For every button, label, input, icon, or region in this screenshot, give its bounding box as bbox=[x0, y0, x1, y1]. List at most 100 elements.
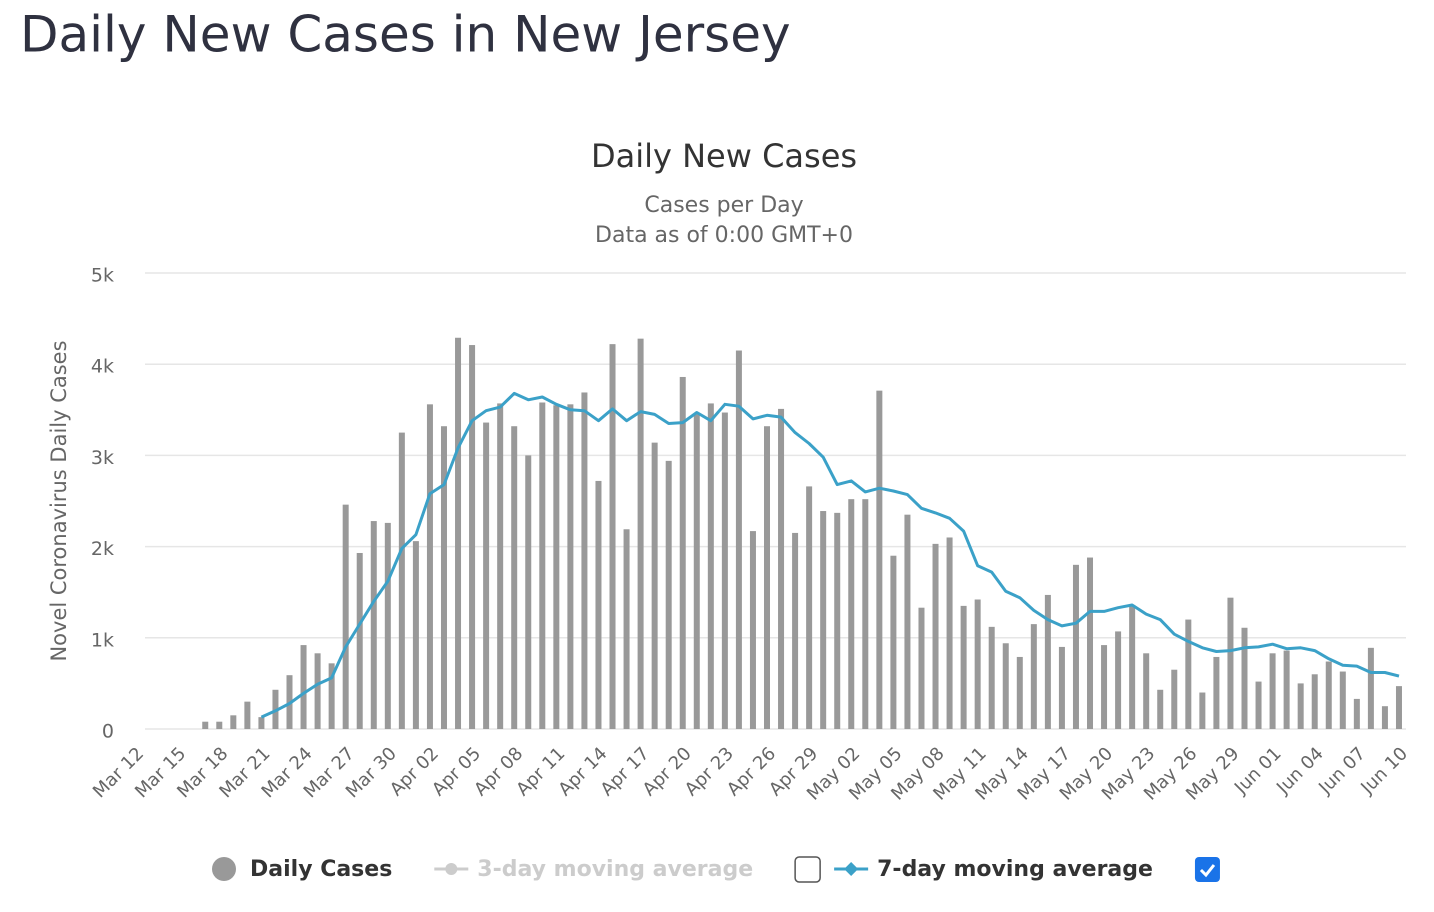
bar bbox=[567, 404, 574, 729]
chart-subtitle: Data as of 0:00 GMT+0 bbox=[595, 223, 853, 248]
bar bbox=[342, 504, 349, 729]
bar bbox=[1213, 656, 1220, 729]
legend-symbol bbox=[844, 862, 859, 876]
x-tick-label: Jun 10 bbox=[1356, 743, 1412, 799]
bar bbox=[1016, 656, 1023, 729]
bar bbox=[300, 645, 307, 729]
bar bbox=[1297, 683, 1304, 729]
line bbox=[260, 391, 1400, 719]
checkbox-check bbox=[1199, 864, 1216, 878]
bar bbox=[1143, 653, 1150, 729]
bar bbox=[749, 531, 756, 729]
bar bbox=[511, 426, 518, 729]
bar bbox=[1101, 645, 1108, 729]
bar bbox=[974, 599, 981, 729]
bar bbox=[1058, 646, 1065, 729]
chart-subtitle: Cases per Day bbox=[644, 193, 803, 218]
bar bbox=[693, 414, 700, 729]
bar bbox=[1171, 669, 1178, 729]
y-tick-label: 5k bbox=[91, 265, 114, 287]
bar bbox=[1367, 647, 1374, 729]
bar bbox=[651, 442, 658, 729]
chart-title: Daily New Cases bbox=[591, 137, 857, 175]
bar bbox=[764, 426, 770, 729]
bar bbox=[721, 412, 728, 729]
bar bbox=[202, 721, 209, 729]
bar bbox=[1311, 674, 1318, 729]
bar bbox=[426, 404, 433, 729]
bar bbox=[244, 701, 251, 729]
y-tick-label: 3k bbox=[91, 447, 114, 469]
bar bbox=[581, 392, 588, 729]
bar bbox=[1381, 706, 1388, 729]
bar bbox=[946, 537, 953, 729]
bar bbox=[932, 543, 939, 729]
bar bbox=[904, 514, 911, 729]
y-tick-label: 2k bbox=[91, 538, 114, 560]
bar bbox=[1044, 594, 1051, 729]
bar bbox=[497, 403, 504, 729]
bar bbox=[469, 345, 476, 729]
bar bbox=[1087, 557, 1094, 729]
x-tick-label: Jun 01 bbox=[1230, 743, 1286, 799]
bar bbox=[216, 721, 223, 729]
legend-label: 3-day moving average bbox=[477, 857, 753, 882]
y-tick-label: 0 bbox=[102, 721, 114, 743]
bar bbox=[1395, 686, 1402, 729]
bar bbox=[1185, 619, 1192, 729]
bar bbox=[356, 552, 363, 729]
bar bbox=[679, 376, 686, 729]
bar bbox=[1199, 692, 1206, 729]
bar bbox=[1283, 650, 1290, 729]
bar bbox=[876, 390, 883, 729]
bar bbox=[525, 455, 532, 729]
checkbox[interactable] bbox=[794, 856, 821, 883]
bar bbox=[398, 432, 405, 729]
bar bbox=[834, 512, 841, 729]
bar bbox=[637, 338, 644, 729]
bar bbox=[539, 402, 546, 729]
bar bbox=[370, 521, 377, 729]
bar bbox=[384, 522, 391, 729]
bar bbox=[483, 422, 490, 729]
bar bbox=[328, 663, 335, 729]
bar bbox=[230, 715, 237, 729]
bar bbox=[820, 511, 827, 729]
bar bbox=[595, 480, 602, 729]
bar bbox=[609, 344, 616, 729]
checkbox[interactable] bbox=[1194, 857, 1220, 882]
legend-label: 7-day moving average bbox=[877, 857, 1153, 882]
bar bbox=[778, 408, 785, 729]
page-title: Daily New Cases in New Jersey bbox=[20, 6, 791, 64]
bar bbox=[1339, 671, 1346, 729]
bar bbox=[1255, 681, 1262, 729]
legend-item[interactable]: 3-day moving average bbox=[434, 857, 753, 882]
bar bbox=[1269, 653, 1276, 729]
legend-item[interactable]: 7-day moving average bbox=[834, 857, 1153, 882]
bar bbox=[1325, 661, 1332, 729]
bar bbox=[1030, 624, 1037, 729]
bar bbox=[455, 337, 462, 729]
bar bbox=[862, 499, 869, 729]
legend-symbol bbox=[212, 857, 236, 881]
bar bbox=[1115, 631, 1122, 729]
bar bbox=[918, 607, 925, 729]
bar bbox=[988, 626, 995, 729]
bar bbox=[806, 486, 813, 729]
bar bbox=[440, 426, 447, 729]
bar bbox=[848, 499, 855, 729]
legend-symbol bbox=[445, 863, 458, 875]
bar bbox=[412, 541, 419, 729]
bar bbox=[1353, 698, 1360, 729]
bar bbox=[1241, 627, 1248, 729]
y-tick-label: 4k bbox=[91, 356, 114, 378]
legend-item[interactable]: Daily Cases bbox=[212, 857, 392, 882]
bar bbox=[735, 350, 742, 729]
bar bbox=[792, 532, 799, 729]
y-axis-label: Novel Coronavirus Daily Cases bbox=[47, 340, 71, 661]
bar bbox=[707, 403, 714, 729]
legend-label: Daily Cases bbox=[250, 857, 392, 882]
bar bbox=[314, 653, 321, 729]
